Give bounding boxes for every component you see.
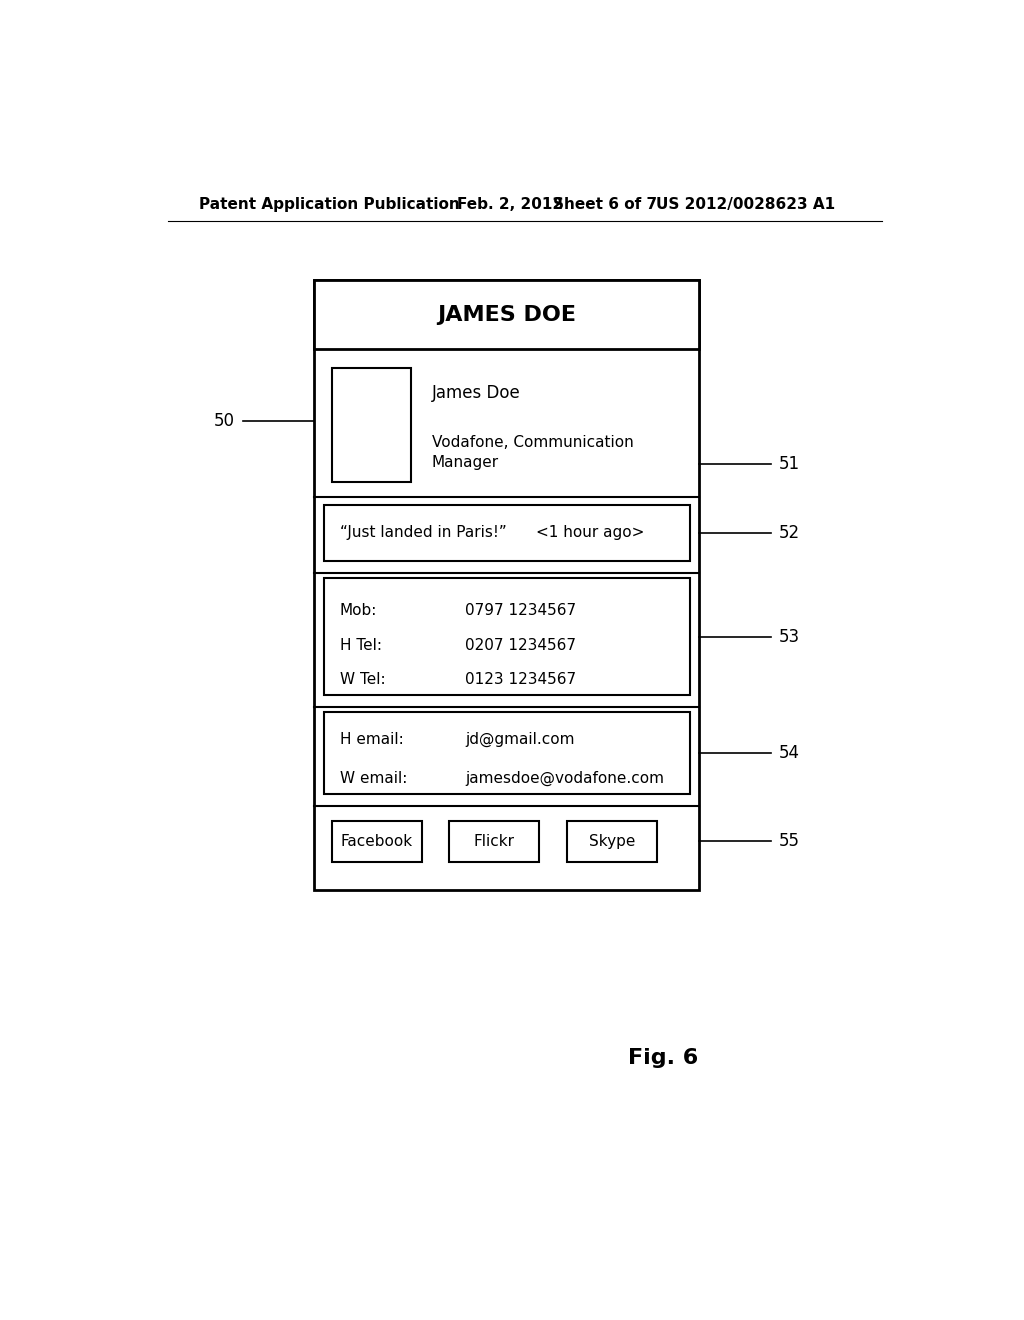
Text: Facebook: Facebook (341, 834, 413, 849)
FancyBboxPatch shape (324, 506, 690, 561)
Text: Skype: Skype (589, 834, 635, 849)
Text: 52: 52 (778, 524, 800, 543)
FancyBboxPatch shape (324, 713, 690, 793)
FancyBboxPatch shape (450, 821, 539, 862)
Text: 54: 54 (778, 744, 800, 762)
Text: Patent Application Publication: Patent Application Publication (200, 197, 460, 211)
Text: Fig. 6: Fig. 6 (628, 1048, 698, 1068)
Text: Sheet 6 of 7: Sheet 6 of 7 (553, 197, 656, 211)
FancyBboxPatch shape (314, 280, 699, 350)
Text: Mob:: Mob: (340, 603, 377, 618)
Text: jd@gmail.com: jd@gmail.com (465, 733, 574, 747)
Text: US 2012/0028623 A1: US 2012/0028623 A1 (655, 197, 835, 211)
Text: 0207 1234567: 0207 1234567 (465, 638, 577, 653)
Text: 55: 55 (778, 833, 800, 850)
Text: 51: 51 (778, 455, 800, 474)
Text: 0123 1234567: 0123 1234567 (465, 672, 577, 688)
Text: 0797 1234567: 0797 1234567 (465, 603, 577, 618)
Text: W Tel:: W Tel: (340, 672, 385, 688)
FancyBboxPatch shape (332, 821, 422, 862)
Text: James Doe: James Doe (432, 384, 520, 403)
Text: W email:: W email: (340, 771, 408, 785)
Text: H email:: H email: (340, 733, 403, 747)
Text: 53: 53 (778, 627, 800, 645)
Text: 50: 50 (214, 412, 236, 429)
Text: Vodafone, Communication
Manager: Vodafone, Communication Manager (432, 434, 634, 470)
FancyBboxPatch shape (314, 280, 699, 890)
Text: Flickr: Flickr (474, 834, 515, 849)
Text: “Just landed in Paris!”      <1 hour ago>: “Just landed in Paris!” <1 hour ago> (340, 525, 644, 540)
Text: jamesdoe@vodafone.com: jamesdoe@vodafone.com (465, 771, 665, 785)
Text: JAMES DOE: JAMES DOE (437, 305, 577, 325)
FancyBboxPatch shape (324, 578, 690, 696)
FancyBboxPatch shape (332, 368, 412, 482)
Text: H Tel:: H Tel: (340, 638, 382, 653)
FancyBboxPatch shape (567, 821, 656, 862)
Text: Feb. 2, 2012: Feb. 2, 2012 (458, 197, 563, 211)
